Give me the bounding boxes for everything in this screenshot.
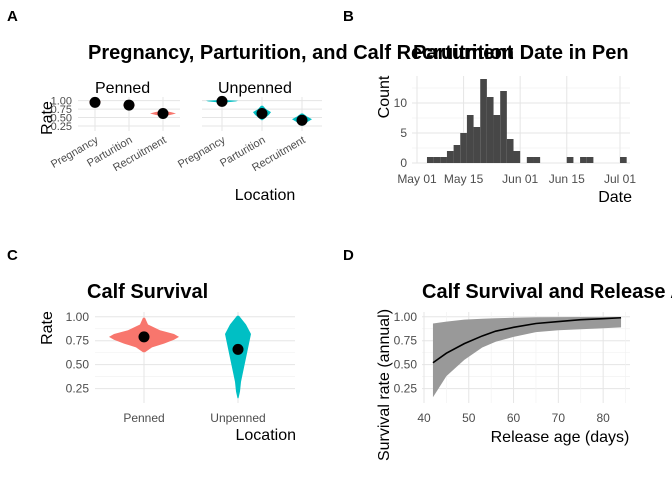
y-tick-label: 0.75 (394, 334, 418, 348)
x-tick-label: Jun 15 (549, 172, 585, 186)
histogram-bar (440, 157, 447, 163)
chart-c-axes: Penned Unpenned 0.25 0.50 0.75 1.00 (66, 310, 266, 425)
chart-a-title: Pregnancy, Parturition, and Calf Recruit… (88, 42, 514, 64)
histogram-bar (480, 79, 487, 163)
chart-a-facet-label: Unpenned (218, 80, 292, 97)
mean-point (232, 343, 244, 355)
y-tick-label: 1.00 (51, 96, 72, 108)
y-tick-label: 0.25 (394, 382, 418, 396)
mean-point (123, 99, 135, 111)
x-tick-label: Jul 01 (604, 172, 636, 186)
panel-letter-c: C (7, 247, 18, 264)
x-tick-label: 40 (417, 411, 431, 425)
y-tick-label: 0.25 (66, 382, 90, 396)
histogram-bar (513, 151, 521, 163)
histogram-bar (566, 157, 574, 163)
histogram-bar (473, 127, 481, 163)
panel-letter-b: B (343, 8, 354, 25)
histogram-bar (580, 157, 587, 163)
histogram-bar (533, 157, 541, 163)
chart-b-xlabel: Date (598, 189, 632, 206)
y-tick-label: 0.75 (66, 334, 90, 348)
histogram-bar (586, 157, 594, 163)
y-tick-label: 0.50 (66, 358, 90, 372)
chart-b-title: Parturition Date in Pen (413, 42, 629, 64)
histogram-bar (526, 157, 534, 163)
chart-c-xlabel: Location (236, 427, 297, 444)
chart-a-marks (89, 95, 312, 126)
chart-c-ylabel: Rate (39, 311, 56, 345)
panel-a: A Pregnancy, Parturition, and Calf Recru… (7, 8, 514, 204)
histogram-bar (620, 157, 627, 163)
y-tick-label: 0.25 (51, 121, 72, 133)
chart-d-ylabel: Survival rate (annual) (376, 309, 393, 461)
y-tick-label: 0.75 (51, 104, 72, 116)
panel-letter-a: A (7, 8, 18, 25)
chart-d-xlabel: Release age (days) (491, 429, 630, 446)
histogram-bar (493, 115, 501, 163)
y-tick-label: 5 (400, 126, 407, 140)
chart-a-facet-label: Penned (95, 80, 150, 97)
chart-c-gridlines (95, 312, 295, 403)
chart-a-ylabel: Rate (39, 101, 56, 135)
mean-point (89, 96, 101, 108)
histogram-bar (460, 133, 467, 163)
chart-a-gridlines (78, 97, 322, 131)
panel-b: B Parturition Date in Pen Count Date 0 5 1… (343, 8, 636, 206)
panel-letter-d: D (343, 247, 354, 264)
mean-point (256, 107, 268, 119)
histogram-bar (426, 157, 434, 163)
histogram-bar (486, 97, 494, 163)
histogram-bar (433, 157, 441, 163)
chart-a-yaxis: 0.250.500.751.00 (51, 96, 72, 133)
violin (225, 315, 251, 399)
chart-b-axes: 0 5 10 May 01 May 15 Jun 01 Jun 15 Jul 01 (394, 96, 637, 186)
chart-b-gridlines (412, 76, 630, 164)
chart-d-axes: 0.25 0.50 0.75 1.00 40 50 60 70 80 (394, 310, 610, 425)
chart-d-marks (432, 316, 622, 398)
y-tick-label: 0.50 (51, 113, 72, 125)
mean-point (157, 107, 169, 119)
histogram-bar (466, 115, 474, 163)
chart-a-xlabel: Location (235, 187, 296, 204)
chart-b-ylabel: Count (376, 75, 393, 118)
chart-b-bars (426, 79, 627, 163)
x-tick-label: Unpenned (210, 411, 265, 425)
mean-point (138, 331, 150, 343)
y-tick-label: 10 (394, 96, 408, 110)
x-tick-label: Penned (123, 411, 164, 425)
x-tick-label: May 15 (444, 172, 484, 186)
chart-d-title: Calf Survival and Release Age (422, 281, 672, 303)
x-tick-label: 50 (462, 411, 476, 425)
mean-point (296, 114, 308, 126)
y-tick-label: 0.50 (394, 358, 418, 372)
panel-c: C Calf Survival Rate Location Penned Unpe… (7, 247, 296, 444)
histogram-bar (446, 151, 454, 163)
y-tick-label: 0 (400, 156, 407, 170)
y-tick-label: 1.00 (66, 310, 90, 324)
panel-d: D Calf Survival and Release Age Survival… (343, 247, 672, 461)
x-tick-label: May 01 (397, 172, 437, 186)
x-tick-label: 80 (596, 411, 610, 425)
x-tick-label: 70 (552, 411, 566, 425)
histogram-bar (453, 145, 461, 163)
y-tick-label: 1.00 (394, 310, 418, 324)
mean-point (216, 95, 228, 107)
histogram-bar (500, 91, 507, 163)
x-tick-label: Pregnancy (176, 134, 228, 171)
x-tick-label: 60 (507, 411, 521, 425)
chart-c-title: Calf Survival (87, 281, 208, 303)
histogram-bar (506, 139, 514, 163)
series-line (432, 316, 622, 364)
chart-c-marks (109, 315, 251, 399)
x-tick-label: Jun 01 (502, 172, 538, 186)
